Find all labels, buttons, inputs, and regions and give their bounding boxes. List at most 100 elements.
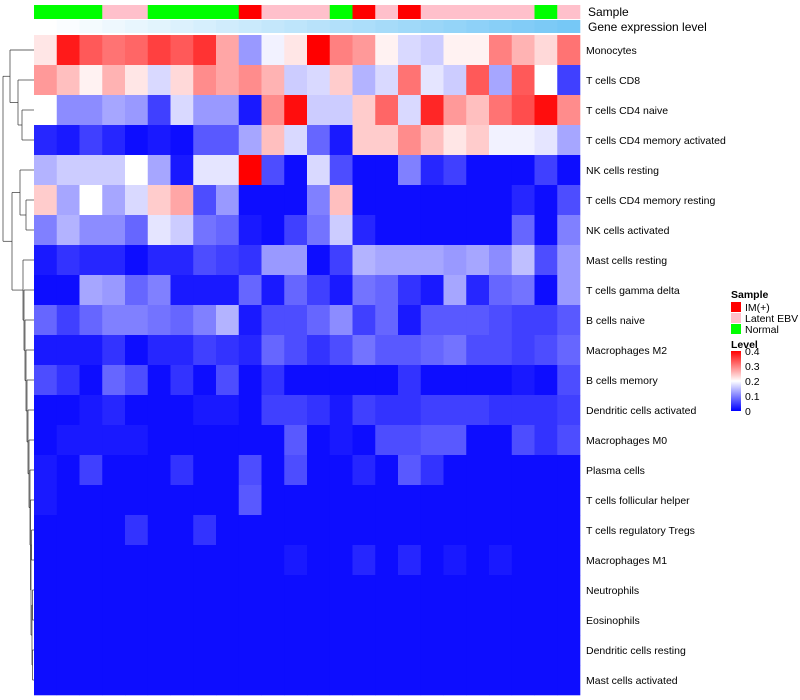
legend-level-tick: 0.1: [745, 391, 760, 403]
heatmap-cell: [56, 335, 80, 366]
heatmap-cell: [238, 395, 262, 426]
heatmap-cell: [489, 245, 513, 276]
heatmap-cell: [398, 425, 422, 456]
heatmap-cell: [193, 635, 217, 666]
heatmap-cell: [557, 35, 581, 66]
heatmap-cell: [79, 665, 103, 696]
heatmap-cell: [443, 515, 467, 546]
heatmap-cell: [398, 605, 422, 636]
heatmap-cell: [375, 605, 399, 636]
heatmap-cell: [125, 665, 149, 696]
heatmap-cell: [284, 605, 308, 636]
heatmap-cell: [534, 35, 558, 66]
heatmap-cell: [534, 275, 558, 306]
heatmap-cell: [238, 305, 262, 336]
heatmap-cell: [193, 275, 217, 306]
heatmap-cell: [489, 35, 513, 66]
heatmap-cell: [307, 485, 331, 516]
heatmap-cell: [216, 515, 240, 546]
heatmap-cell: [193, 155, 217, 186]
sample-annotation-cell: [352, 5, 376, 19]
heatmap-cell: [307, 455, 331, 486]
heatmap-cell: [375, 665, 399, 696]
heatmap-cell: [534, 605, 558, 636]
heatmap-cell: [352, 305, 376, 336]
heatmap-cell: [352, 575, 376, 606]
row-label: Macrophages M0: [586, 435, 667, 447]
heatmap-cell: [170, 635, 194, 666]
gene-expression-annotation-cell: [489, 20, 513, 33]
heatmap-cell: [557, 245, 581, 276]
heatmap-cell: [193, 665, 217, 696]
heatmap-cell: [466, 335, 490, 366]
heatmap-cell: [193, 95, 217, 126]
heatmap-cell: [557, 575, 581, 606]
heatmap-cell: [420, 425, 444, 456]
heatmap-cell: [147, 215, 171, 246]
heatmap-cell: [398, 155, 422, 186]
heatmap-cell: [443, 65, 467, 96]
heatmap-cell: [34, 305, 58, 336]
heatmap-cell: [489, 365, 513, 396]
heatmap-cell: [284, 95, 308, 126]
heatmap-cell: [466, 305, 490, 336]
heatmap-cell: [420, 335, 444, 366]
heatmap-cell: [466, 395, 490, 426]
heatmap-cell: [284, 275, 308, 306]
heatmap-cell: [170, 215, 194, 246]
heatmap-cell: [375, 635, 399, 666]
heatmap-cell: [489, 665, 513, 696]
heatmap-cell: [56, 275, 80, 306]
heatmap-cell: [557, 125, 581, 156]
heatmap-cell: [489, 155, 513, 186]
heatmap-cell: [56, 575, 80, 606]
heatmap-cell: [125, 485, 149, 516]
heatmap-cell: [34, 575, 58, 606]
heatmap-cell: [557, 485, 581, 516]
track-label-sample: Sample: [588, 5, 629, 19]
heatmap-cell: [56, 605, 80, 636]
heatmap-cell: [534, 335, 558, 366]
heatmap-cell: [352, 185, 376, 216]
track-label-gene-expression: Gene expression level: [588, 20, 707, 34]
gene-expression-annotation-cell: [79, 20, 103, 33]
heatmap-cell: [34, 515, 58, 546]
gene-expression-annotation-cell: [307, 20, 331, 33]
heatmap-cell: [489, 455, 513, 486]
heatmap-cell: [534, 125, 558, 156]
heatmap-cell: [375, 35, 399, 66]
heatmap-cell: [56, 245, 80, 276]
heatmap-cell: [125, 605, 149, 636]
heatmap-cell: [261, 515, 285, 546]
heatmap-cell: [284, 635, 308, 666]
heatmap-cell: [261, 95, 285, 126]
heatmap-cell: [56, 155, 80, 186]
heatmap-cell: [511, 455, 535, 486]
heatmap-cell: [79, 35, 103, 66]
row-label: Dendritic cells resting: [586, 645, 686, 657]
heatmap-cell: [511, 605, 535, 636]
heatmap-cell: [489, 185, 513, 216]
legend-level-tick: 0.4: [745, 346, 760, 358]
heatmap-cell: [511, 665, 535, 696]
heatmap-cell: [534, 95, 558, 126]
heatmap-cell: [79, 305, 103, 336]
heatmap-cell: [534, 485, 558, 516]
heatmap-cell: [420, 545, 444, 576]
heatmap-cell: [375, 575, 399, 606]
sample-annotation-cell: [216, 5, 240, 19]
heatmap-cell: [307, 275, 331, 306]
heatmap-cell: [147, 95, 171, 126]
heatmap-cell: [489, 575, 513, 606]
heatmap-cell: [352, 155, 376, 186]
heatmap-cell: [147, 455, 171, 486]
row-label: T cells CD4 memory activated: [586, 135, 726, 147]
heatmap-cell: [489, 95, 513, 126]
heatmap-cell: [557, 515, 581, 546]
heatmap-cell: [352, 515, 376, 546]
heatmap-cell: [557, 65, 581, 96]
heatmap-cell: [511, 305, 535, 336]
heatmap-cell: [352, 455, 376, 486]
heatmap-cell: [193, 395, 217, 426]
sample-annotation-cell: [329, 5, 353, 19]
